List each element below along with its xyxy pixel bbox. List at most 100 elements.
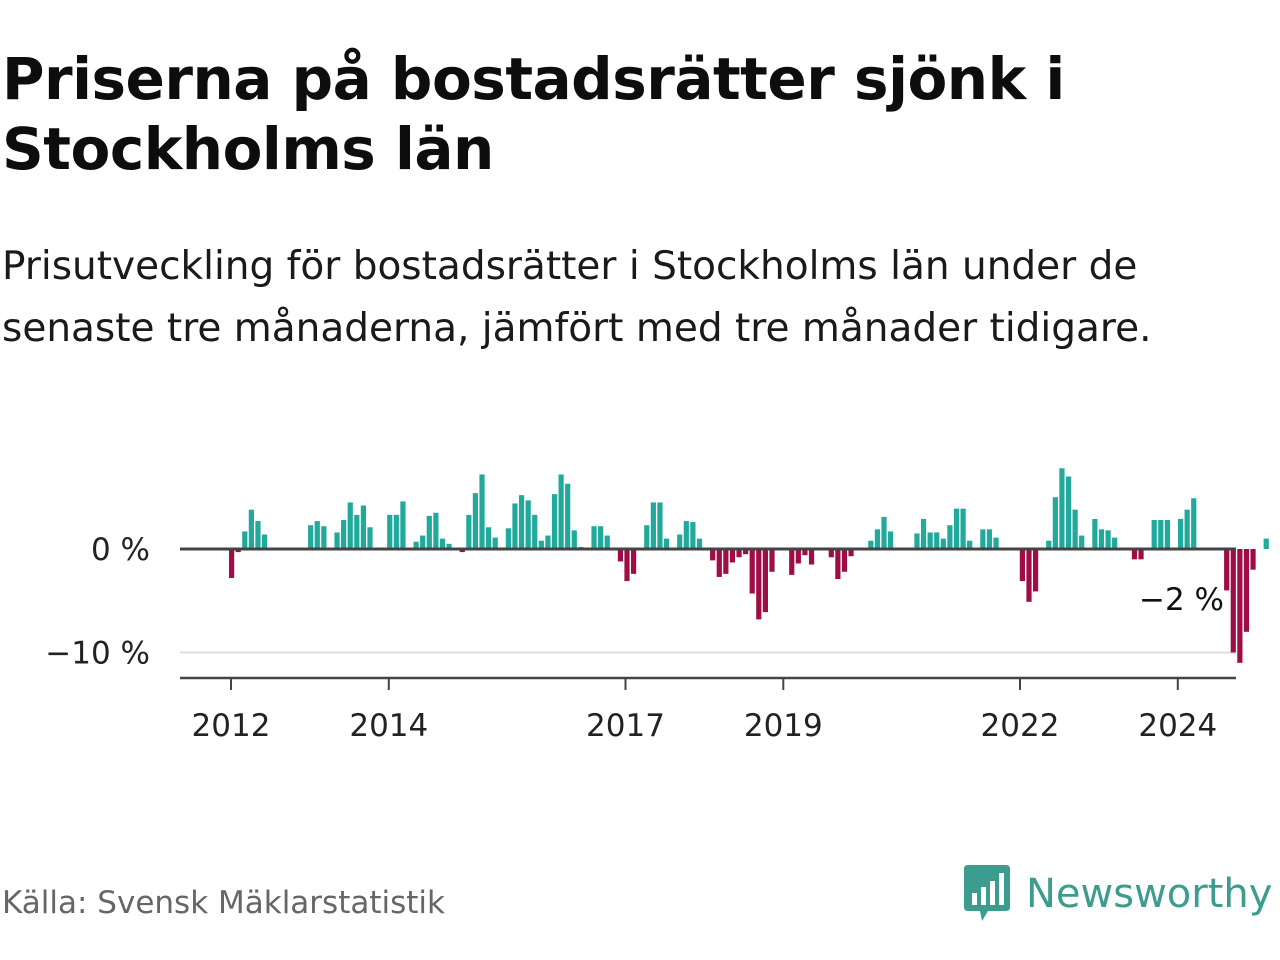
x-tick-label: 2014: [349, 708, 428, 744]
bar: [1092, 518, 1098, 549]
bar: [308, 525, 314, 549]
bar: [505, 528, 511, 549]
bar: [644, 525, 650, 549]
bar: [835, 549, 841, 580]
bar: [696, 538, 703, 549]
bar: [1191, 498, 1197, 549]
brand-name: Newsworthy: [1026, 871, 1273, 917]
bar: [888, 531, 894, 549]
bar: [479, 474, 485, 549]
bar: [808, 549, 815, 565]
bar: [433, 512, 439, 549]
bar: [565, 483, 571, 549]
bar: [242, 531, 248, 549]
bar: [650, 502, 656, 549]
bar: [630, 549, 637, 574]
bar: [762, 549, 768, 613]
bar: [571, 530, 577, 549]
bar: [848, 549, 854, 557]
bar: [736, 549, 742, 558]
newsworthy-logo-icon: [964, 865, 1010, 921]
bar: [1072, 509, 1078, 549]
bar: [874, 529, 881, 549]
y-tick-label: 0 %: [91, 532, 150, 568]
bar: [920, 518, 927, 549]
bar: [802, 549, 808, 556]
bar: [558, 474, 564, 549]
bar: [723, 549, 729, 574]
bar: [551, 494, 558, 549]
bar: [729, 549, 736, 563]
bar: [710, 549, 716, 561]
bar: [367, 527, 373, 549]
bar: [1112, 537, 1118, 549]
bar: [413, 541, 419, 549]
bar: [1131, 549, 1138, 560]
bar: [248, 509, 254, 549]
y-tick-label: −10 %: [45, 636, 150, 672]
bar: [591, 526, 597, 549]
bar: [604, 535, 610, 549]
bar: [795, 549, 801, 564]
bar: [953, 508, 960, 549]
bar: [617, 549, 624, 562]
bar: [1019, 549, 1025, 582]
bar: [756, 549, 762, 620]
bar: [743, 549, 749, 555]
bar: [400, 501, 406, 549]
bar: [927, 532, 933, 549]
bar: [980, 529, 986, 549]
bar: [1243, 549, 1250, 632]
bar: [1184, 509, 1190, 549]
bar: [1250, 549, 1256, 570]
bar: [1224, 549, 1230, 591]
bar: [841, 549, 848, 572]
bar: [1263, 538, 1269, 549]
bar: [828, 549, 834, 558]
bar: [466, 514, 472, 549]
bars-layer: [229, 468, 1269, 663]
bar: [532, 514, 538, 549]
bar: [624, 549, 630, 582]
bar: [354, 514, 360, 549]
bar: [229, 549, 235, 578]
bar: [1032, 549, 1039, 592]
bar: [986, 529, 993, 549]
bar: [459, 549, 465, 553]
bar: [538, 540, 544, 549]
axis-layer: [180, 547, 1236, 690]
bar: [393, 514, 399, 549]
bar: [1158, 520, 1164, 549]
x-tick-label: 2017: [586, 708, 665, 744]
x-tick-label: 2022: [981, 708, 1060, 744]
bar: [1151, 520, 1157, 549]
bar: [1237, 549, 1243, 663]
x-tick-label: 2024: [1138, 708, 1217, 744]
bar: [512, 503, 518, 549]
bar: [334, 532, 340, 549]
bar: [1230, 549, 1236, 653]
bar: [235, 549, 241, 553]
bar: [1138, 549, 1144, 560]
bar: [1046, 540, 1052, 549]
chart-title: Priserna på bostadsrätter sjönk i Stockh…: [2, 45, 1065, 183]
bar: [881, 516, 887, 549]
bar: [1052, 497, 1058, 549]
bar: [940, 538, 946, 549]
bar: [769, 549, 775, 572]
bar: [749, 549, 755, 594]
brand-logo[interactable]: Newsworthy: [962, 862, 1272, 926]
bar: [947, 525, 953, 549]
bar: [1026, 549, 1032, 602]
bar: [261, 534, 268, 549]
bar: [868, 540, 874, 549]
bar: [314, 521, 320, 549]
bar: [683, 521, 689, 549]
bar: [960, 508, 966, 549]
bar: [1164, 520, 1170, 549]
bar: [1065, 476, 1072, 549]
bar: [993, 537, 999, 549]
bar: [1098, 529, 1105, 549]
bar: [598, 526, 604, 549]
bar: [439, 538, 446, 549]
